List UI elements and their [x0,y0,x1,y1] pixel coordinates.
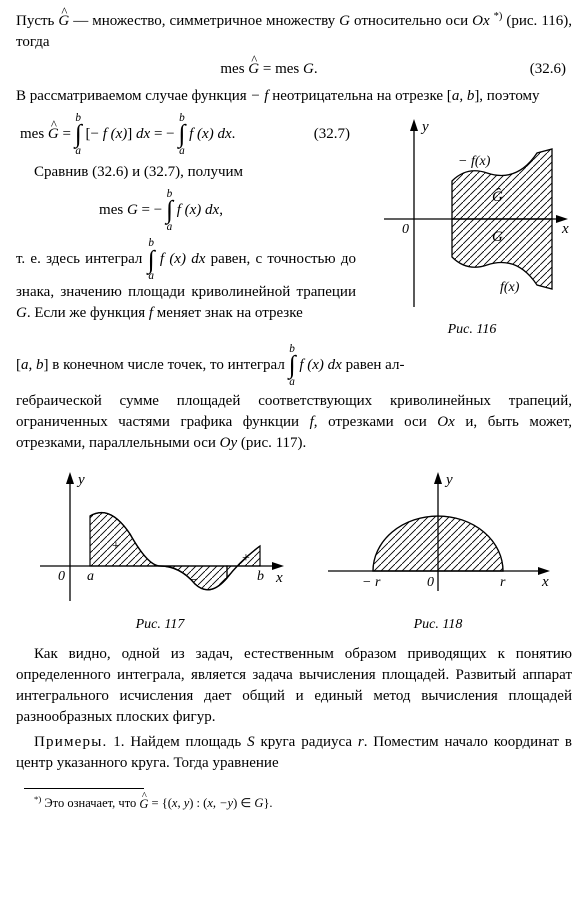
neg-r-label: − r [362,575,381,590]
figure-118-caption: Рис. 118 [318,615,558,635]
G: G [127,202,138,218]
integral-icon: b ∫ a [289,344,296,387]
figure-117: + − + 0 a b y x Рис. 117 [30,466,290,635]
G-label: G [492,229,503,245]
t: mes [99,202,127,218]
footnote-rule [24,788,144,789]
t: = mes [259,61,303,77]
axis-x-label: x [561,221,569,237]
mf: − f [250,88,268,104]
t: ) : ( [189,797,207,811]
para-5: [a, b] в конечном числе точек, то интегр… [16,344,572,387]
footnote: *) Это означает, что G = {(x, y) : (x, −… [16,793,572,813]
figure-117-caption: Рис. 117 [30,615,290,635]
b-label: b [257,569,264,584]
figure-118: − r 0 r y x Рис. 118 [318,466,558,635]
plus-sign: + [112,539,120,554]
axis-y-label: y [420,119,429,135]
t: (рис. 117). [237,435,306,451]
figure-118-svg: − r 0 r y x [318,466,558,606]
Ghat-label: Ĝ [492,188,503,205]
axis-y-label: y [76,472,85,488]
para-8: Примеры. 1. Найдем площадь S круга радиу… [16,732,572,774]
origin-label: 0 [427,575,434,590]
t: ], поэтому [474,88,539,104]
figure-117-svg: + − + 0 a b y x [30,466,290,606]
G: G [339,13,350,29]
t: т. е. здесь интеграл [16,251,148,267]
t: равен ал- [346,357,405,373]
t: ) ∈ [233,797,254,811]
origin-label: 0 [402,222,409,237]
para-1: Пусть G — множество, симметричное множес… [16,10,572,53]
t: = {( [148,797,171,811]
a-label: a [87,569,94,584]
t: 1. Найдем площадь [107,734,247,750]
equation-32-7: mes G = b ∫ a [− f (x)] dx = − b ∫ a f (… [16,113,356,156]
figure-116: y x 0 − f(x) f(x) Ĝ G Рис. 116 [372,111,572,340]
para-2: В рассматриваемом случае функция − f нео… [16,86,572,107]
t: , отрезками оси [314,414,438,430]
equation-mesG: mes G = − b ∫ a f (x) dx, [16,189,356,232]
axis-y-label: y [444,472,453,488]
t: mes [20,126,48,142]
eq-number: (32.6) [522,59,572,80]
ab: a, b [452,88,475,104]
r-label: r [500,575,506,590]
t: Пусть [16,13,58,29]
minus-fx-label: − f(x) [458,154,491,169]
Ox: Ox [472,13,490,29]
para-3: Сравнив (32.6) и (32.7), получим [16,162,356,183]
para-7: Как видно, одной из задач, естественным … [16,644,572,728]
t: Это означает, что [41,797,139,811]
t: mes [220,61,248,77]
examples-heading: Примеры. [34,734,107,750]
axis-x-label: x [541,574,549,590]
t: Сравнив (32.6) и (32.7), получим [34,164,243,180]
integral-icon: b ∫ a [75,113,82,156]
t: }. [263,797,272,811]
para-6: гебраической сумме площадей соответствую… [16,391,572,454]
figure-row: + − + 0 a b y x Рис. 117 − r 0 r y [16,466,572,635]
t: относительно оси [350,13,472,29]
Ghat: G [248,59,259,80]
t: круга радиуса [255,734,358,750]
para-4: т. е. здесь интеграл b ∫ a f (x) dx раве… [16,238,356,323]
axis-x-label: x [275,570,283,586]
integral-icon: b ∫ a [178,113,185,156]
integral-icon: b ∫ a [148,238,155,281]
figure-116-caption: Рис. 116 [372,320,572,340]
fx-label: f(x) [500,280,520,295]
eq-body: mes G = b ∫ a [− f (x)] dx = − b ∫ a f (… [16,113,306,156]
plus-sign: + [242,551,250,566]
Ghat: G [58,11,69,32]
Ghat: G [48,124,59,145]
t: меняет знак на отрезке [153,305,303,321]
equation-32-6: mes G = mes G. (32.6) [16,59,572,80]
eq-body: mes G = − b ∫ a f (x) dx, [16,189,306,232]
G: G [303,61,314,77]
minus-sign: − [190,573,198,588]
t: . Если же функция [27,305,149,321]
t: неотрицательна на отрезке [ [268,88,451,104]
figure-116-svg: y x 0 − f(x) f(x) Ĝ G [372,111,572,311]
t: — множество, симметричное множеству [69,13,339,29]
t: В рассматриваемом случае функция [16,88,250,104]
t: ] в конечном числе точек, то интеграл [44,357,289,373]
eq-number: (32.7) [306,124,356,145]
integral-icon: b ∫ a [166,189,173,232]
origin-label: 0 [58,569,65,584]
eq-body: mes G = mes G. [16,59,522,80]
